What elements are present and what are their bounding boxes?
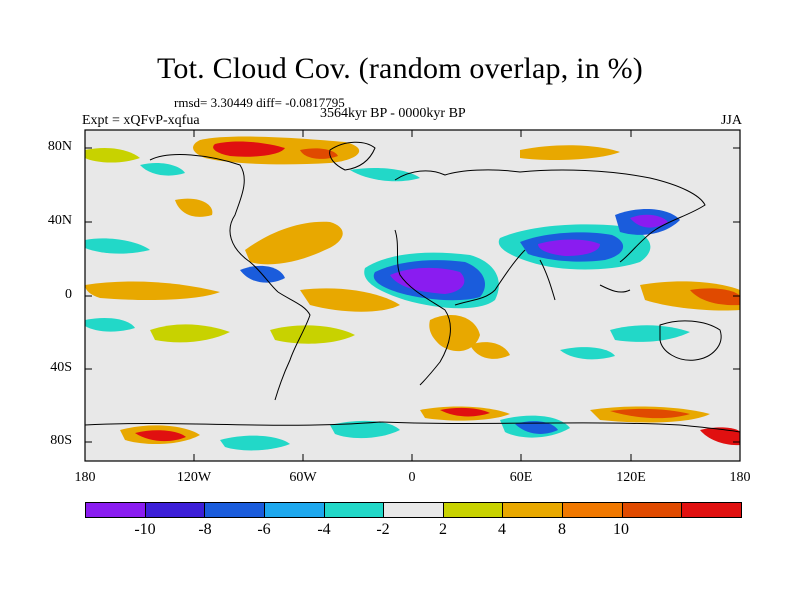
anomaly-blob [213,141,285,157]
colorbar-swatch [145,503,206,517]
colorbar-label: -2 [376,521,390,538]
colorbar-swatch [324,503,385,517]
colorbar-label: -10 [134,521,156,538]
season-label: JJA [720,113,742,128]
lon-label: 120E [616,470,646,485]
lon-label: 180 [74,470,96,485]
anomaly-blob [429,315,480,352]
anomaly-blob [150,324,230,343]
lon-label: 120W [176,470,212,485]
lat-label: 40N [47,213,72,228]
colorbar-swatch [563,503,623,517]
colorbar-swatch [503,503,564,517]
lat-label: 40S [50,360,72,375]
lon-label: 60W [289,470,317,485]
tick-marks [85,130,740,461]
anomaly-blob [135,430,186,442]
colorbar-label: 4 [498,521,506,538]
anomaly-blob [520,145,620,160]
colorbar-label: -4 [317,521,331,538]
period-text: 3564kyr BP - 0000kyr BP [320,106,466,121]
anomaly-blob [610,325,690,342]
colorbar-label: -8 [198,521,212,538]
lon-label: 180 [729,470,751,485]
anomaly-blob [245,221,343,265]
anomaly-blob [538,239,600,256]
lon-label: 0 [408,470,416,485]
anomaly-blob [85,147,140,163]
lat-label: 80N [47,139,72,154]
lat-label: 80S [50,433,72,448]
colorbar-swatch [86,503,146,517]
anomaly-blob [300,148,338,159]
anomaly-blob [390,267,465,294]
map-title: Tot. Cloud Cov. (random overlap, in %) [157,52,643,85]
colorbar [85,502,742,518]
colorbar-swatch [205,503,265,517]
anomaly-blob [175,198,213,217]
anomaly-blob [300,288,400,312]
anomaly-blob [690,288,740,306]
colorbar-label: 10 [613,521,629,538]
colorbar-swatch [264,503,325,517]
colorbar-label: 8 [558,521,566,538]
anomaly-blob [350,167,420,182]
anomaly-blob [85,317,135,332]
anomaly-blob [330,420,400,439]
anomaly-blob [470,342,510,359]
anomaly-blob [140,162,185,176]
anomaly-blob [85,281,220,300]
anomaly-blob [630,214,668,228]
anomaly-blob [610,408,690,419]
anomaly-blob [515,421,558,434]
colorbar-swatch [443,503,504,517]
lat-label: 0 [65,287,72,302]
anomaly-blob [220,435,290,451]
experiment-label: Expt = xQFvP-xqfua [82,113,200,128]
colorbar-swatch [384,503,444,517]
anomaly-blob [700,427,740,446]
anomaly-blob [85,238,150,254]
colorbar-label: 2 [439,521,447,538]
anomaly-field [85,136,740,461]
lon-label: 60E [509,470,533,485]
stats-text: rmsd= 3.30449 diff= -0.0817795 [174,95,345,110]
anomaly-blob [560,347,615,360]
colorbar-swatch [682,503,742,517]
colorbar-label: -6 [257,521,271,538]
anomaly-blob [270,325,355,344]
coastlines [85,141,740,433]
colorbar-swatch [622,503,683,517]
anomaly-blob [440,407,490,417]
